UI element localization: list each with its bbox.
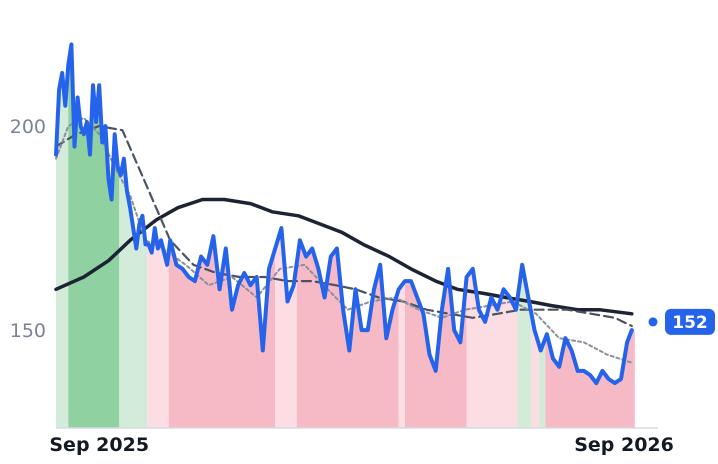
last-value-dot [648, 317, 658, 327]
last-value-badge: 152 [648, 308, 715, 335]
regime-bands [56, 50, 635, 429]
regime-band-up-light [56, 64, 69, 429]
regime-band-up-strong [68, 50, 120, 429]
regime-band-down-strong [545, 330, 635, 428]
y-tick-label: 150 [10, 320, 46, 342]
x-tick-label: Sep 2025 [49, 434, 149, 456]
y-tick-label: 200 [10, 116, 46, 138]
series-lines [54, 42, 634, 386]
regime-band-up-light [539, 338, 546, 428]
regime-band-up-light [119, 158, 148, 428]
last-value-badge-box [665, 308, 715, 335]
regime-band-down-light [147, 230, 169, 428]
regime-band-down-light [466, 270, 518, 428]
series-line-ma-short [55, 116, 633, 364]
x-tick-label: Sep 2026 [574, 434, 674, 456]
regime-band-down-light [398, 281, 405, 428]
last-value-label: 152 [672, 313, 708, 333]
series-line-ma-mid [54, 125, 633, 328]
axes: 200 150 Sep 2025 Sep 2026 [10, 116, 674, 456]
series-line-price [54, 42, 634, 386]
